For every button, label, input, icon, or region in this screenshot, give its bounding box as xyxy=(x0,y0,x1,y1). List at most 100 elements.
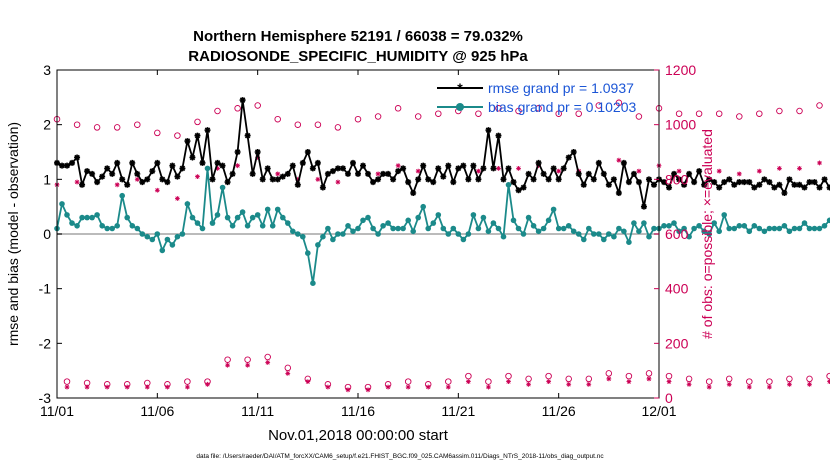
bias-point xyxy=(219,184,226,191)
bias-point xyxy=(495,225,502,232)
obs-evaluated-point xyxy=(215,166,220,171)
bias-point xyxy=(530,223,537,229)
rmse-point xyxy=(159,176,166,183)
obs-evaluated-point xyxy=(315,176,321,182)
rmse-point xyxy=(746,179,753,186)
rmse-point xyxy=(139,179,146,186)
rmse-point xyxy=(595,159,602,166)
bias-point xyxy=(791,225,798,232)
rmse-point xyxy=(475,176,482,183)
bias-point xyxy=(214,212,221,218)
rmse-point xyxy=(721,179,728,186)
rmse-point xyxy=(756,181,763,188)
rmse-point xyxy=(776,181,783,188)
bias-point xyxy=(490,220,497,226)
bias-point xyxy=(776,225,783,232)
obs-evaluated-point xyxy=(255,155,261,160)
rmse-point xyxy=(169,162,176,169)
obs-possible-point xyxy=(485,378,492,385)
bias-point xyxy=(269,223,276,229)
x-tick-label: 11/16 xyxy=(341,403,375,419)
rmse-point xyxy=(696,168,703,175)
rmse-point xyxy=(229,170,236,177)
rmse-point xyxy=(575,170,582,177)
bias-point xyxy=(591,231,597,237)
bias-point xyxy=(340,231,346,237)
rmse-point xyxy=(620,159,627,166)
bias-point xyxy=(315,242,321,248)
obs-possible-point xyxy=(525,375,532,383)
rmse-point xyxy=(199,159,206,166)
bias-point xyxy=(651,225,657,232)
rmse-point xyxy=(515,187,522,194)
rmse-point xyxy=(304,149,311,155)
obs-evaluated-point xyxy=(686,381,692,387)
bias-point xyxy=(756,225,763,232)
bias-point xyxy=(751,223,758,229)
obs-evaluated-point xyxy=(325,384,331,390)
bias-point xyxy=(691,225,697,232)
rmse-point xyxy=(129,159,136,166)
x-tick-label: 11/01 xyxy=(40,403,74,419)
obs-possible-point xyxy=(605,370,613,377)
obs-evaluated-point xyxy=(807,381,812,387)
bias-point xyxy=(726,225,732,232)
rmse-point xyxy=(630,170,637,177)
bias-point xyxy=(400,225,406,232)
bias-point xyxy=(295,231,301,237)
rmse-point xyxy=(259,176,266,183)
obs-possible-point xyxy=(394,105,402,112)
legend-bias-marker xyxy=(456,103,464,111)
rmse-point xyxy=(781,190,788,196)
rmse-point xyxy=(736,179,743,186)
obs-evaluated-point xyxy=(706,384,712,390)
bias-point xyxy=(74,223,80,229)
bias-point xyxy=(420,203,427,210)
rmse-point xyxy=(570,149,577,155)
bias-point xyxy=(666,223,672,229)
bias-point xyxy=(69,220,75,226)
obs-evaluated-point xyxy=(405,384,411,390)
bias-point xyxy=(285,220,291,226)
bias-point xyxy=(621,228,627,235)
obs-evaluated-point xyxy=(726,381,732,387)
x-tick-label: 12/01 xyxy=(641,403,676,419)
bias-point xyxy=(711,220,717,226)
obs-evaluated-point xyxy=(486,384,491,390)
rmse-point xyxy=(681,181,688,188)
rmse-point xyxy=(771,184,778,191)
rmse-line xyxy=(56,99,830,207)
bias-point xyxy=(104,225,110,232)
bias-point xyxy=(234,214,241,221)
rmse-point xyxy=(786,176,793,183)
rmse-point xyxy=(314,159,321,166)
rmse-point xyxy=(69,159,76,166)
obs-evaluated-point xyxy=(164,384,170,390)
rmse-point xyxy=(676,176,683,183)
rmse-point xyxy=(565,154,572,161)
obs-evaluated-point xyxy=(265,360,271,365)
rmse-point xyxy=(731,181,738,188)
bias-point xyxy=(154,231,161,237)
rmse-point xyxy=(214,159,221,166)
x-axis-label: Nov.01,2018 00:00:00 start xyxy=(268,427,449,444)
rmse-point xyxy=(319,184,326,191)
rmse-point xyxy=(605,181,612,188)
obs-possible-point xyxy=(766,378,773,385)
rmse-point xyxy=(420,162,427,169)
bias-point xyxy=(746,228,753,235)
bias-point xyxy=(204,165,211,172)
rmse-point xyxy=(716,184,723,191)
bias-point xyxy=(164,236,171,243)
obs-possible-point xyxy=(595,102,603,109)
bias-point xyxy=(254,212,261,218)
obs-possible-point xyxy=(685,375,693,383)
rmse-point xyxy=(355,170,361,177)
obs-possible-point xyxy=(756,110,763,117)
bias-point xyxy=(124,214,130,221)
bias-point xyxy=(174,233,181,240)
obs-evaluated-point xyxy=(787,381,792,387)
bias-point xyxy=(239,209,246,215)
